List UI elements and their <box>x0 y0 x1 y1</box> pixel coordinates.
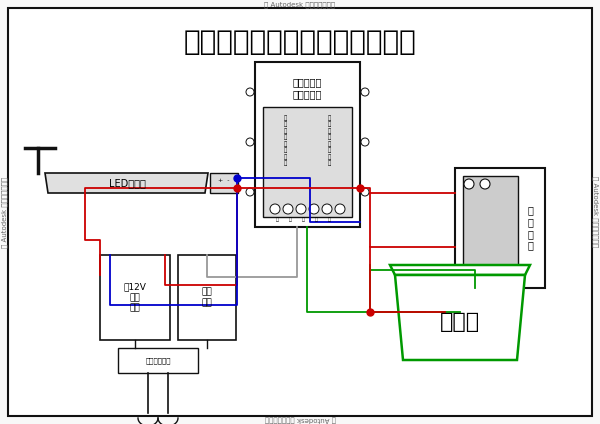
Text: 转12V
低压
电源: 转12V 低压 电源 <box>124 283 146 312</box>
Circle shape <box>309 204 319 214</box>
Circle shape <box>464 179 474 189</box>
Text: 红: 红 <box>314 217 317 221</box>
Text: 低
压
灯
控
时
间
控
制: 低 压 灯 控 时 间 控 制 <box>284 115 287 166</box>
Polygon shape <box>395 275 525 360</box>
Text: 低压
电源: 低压 电源 <box>202 288 212 307</box>
Polygon shape <box>45 173 208 193</box>
Text: 充
电
蓄
电
灯
控
市
电: 充 电 蓄 电 灯 控 市 电 <box>328 115 331 166</box>
Bar <box>100 255 170 340</box>
Text: 太阳能市电: 太阳能市电 <box>293 77 322 87</box>
Bar <box>263 107 352 217</box>
Circle shape <box>246 188 254 196</box>
Circle shape <box>480 179 490 189</box>
Bar <box>463 176 518 280</box>
Text: 蓄电池: 蓄电池 <box>440 312 480 332</box>
Circle shape <box>246 138 254 146</box>
Text: 灰: 灰 <box>328 217 331 221</box>
Circle shape <box>361 88 369 96</box>
Bar <box>455 168 545 288</box>
Circle shape <box>335 204 345 214</box>
Circle shape <box>361 138 369 146</box>
Text: 六: 六 <box>289 217 292 221</box>
Text: 太阳能市电互补路灯接线示意图: 太阳能市电互补路灯接线示意图 <box>184 28 416 56</box>
Text: 绿: 绿 <box>302 217 304 221</box>
Circle shape <box>270 204 280 214</box>
Polygon shape <box>390 265 530 275</box>
Text: 由 Autodesk 教育版产品制作: 由 Autodesk 教育版产品制作 <box>265 2 335 8</box>
Text: 互补控制器: 互补控制器 <box>293 89 322 99</box>
Text: 由 Autodesk 软件版产品制作: 由 Autodesk 软件版产品制作 <box>2 176 8 248</box>
Circle shape <box>361 188 369 196</box>
Text: 双路控制开关: 双路控制开关 <box>145 357 171 364</box>
Circle shape <box>246 88 254 96</box>
Text: +  -: + - <box>218 178 230 182</box>
Text: 太
阳
能
板: 太 阳 能 板 <box>527 206 533 251</box>
Circle shape <box>322 204 332 214</box>
Text: 由 Autodesk 教育版产品制作: 由 Autodesk 教育版产品制作 <box>265 416 335 422</box>
Bar <box>118 348 198 373</box>
Bar <box>210 173 238 193</box>
Bar <box>255 62 360 227</box>
Text: LED路灯头: LED路灯头 <box>109 178 145 188</box>
Bar <box>178 255 236 340</box>
Text: 由 Autodesk 软件版产品制作: 由 Autodesk 软件版产品制作 <box>592 176 598 248</box>
Text: 蓝: 蓝 <box>275 217 278 221</box>
Circle shape <box>283 204 293 214</box>
Circle shape <box>296 204 306 214</box>
